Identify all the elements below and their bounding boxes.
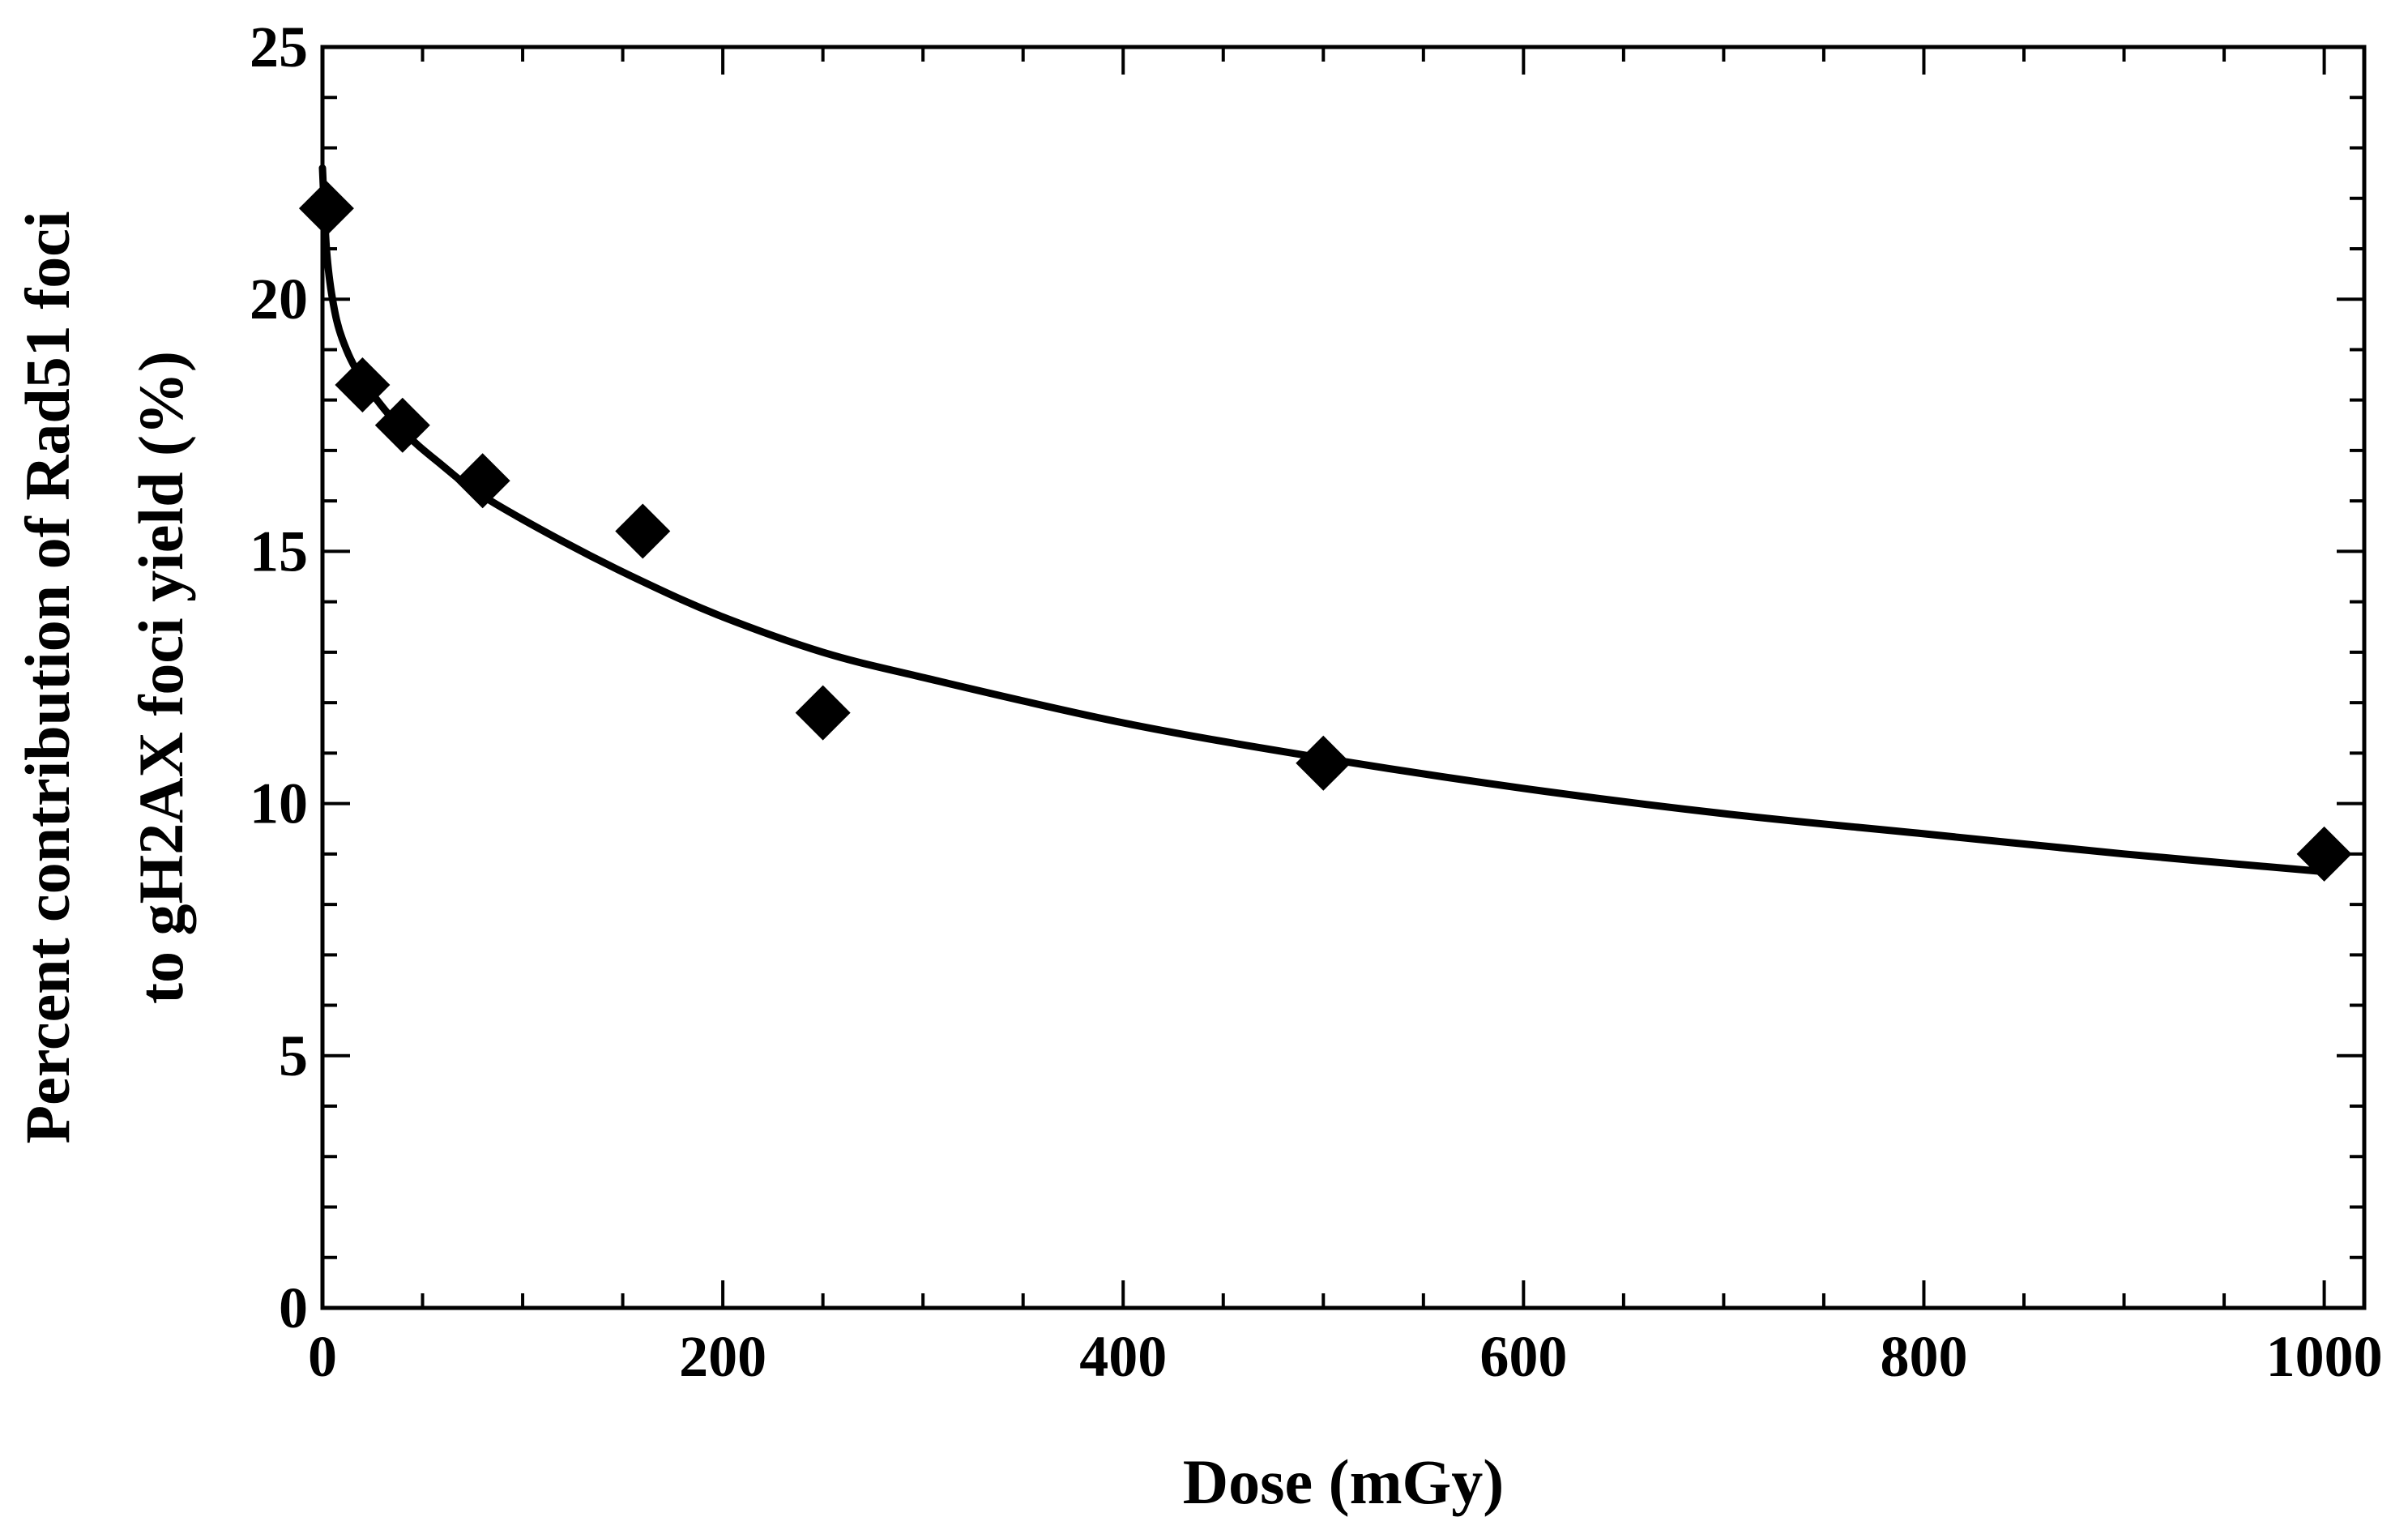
data-point xyxy=(1296,735,1351,791)
x-axis-title: Dose (mGy) xyxy=(1183,1446,1504,1517)
plot-frame xyxy=(320,45,2367,1310)
data-point xyxy=(2296,826,2352,882)
data-point xyxy=(615,503,671,559)
x-tick-label: 0 xyxy=(308,1324,337,1389)
x-tick-label: 200 xyxy=(679,1324,766,1389)
y-tick-label: 25 xyxy=(250,15,308,79)
x-tick-label: 600 xyxy=(1479,1324,1567,1389)
y-tick-label: 5 xyxy=(279,1023,308,1088)
data-point xyxy=(298,181,354,237)
y-tick-label: 15 xyxy=(250,519,308,583)
tick-labels: 0 200 400 600 800 1000 0 5 10 15 20 25 xyxy=(250,15,2383,1389)
data-point xyxy=(374,397,430,453)
x-tick-label: 800 xyxy=(1880,1324,1967,1389)
y-axis-title-line-1: Percent contribution of Rad51 foci xyxy=(12,211,83,1143)
data-point xyxy=(335,357,391,413)
data-points xyxy=(298,181,2352,882)
x-tick-label: 1000 xyxy=(2266,1324,2383,1389)
y-tick-label: 20 xyxy=(250,267,308,331)
data-point xyxy=(795,685,851,741)
y-tick-label: 0 xyxy=(279,1275,308,1340)
x-tick-label: 400 xyxy=(1079,1324,1167,1389)
y-axis-title-line-2: to gH2AX foci yield (%) xyxy=(126,351,196,1004)
data-point xyxy=(455,453,510,509)
axis-ticks xyxy=(321,45,2364,1310)
y-tick-label: 10 xyxy=(250,771,308,836)
